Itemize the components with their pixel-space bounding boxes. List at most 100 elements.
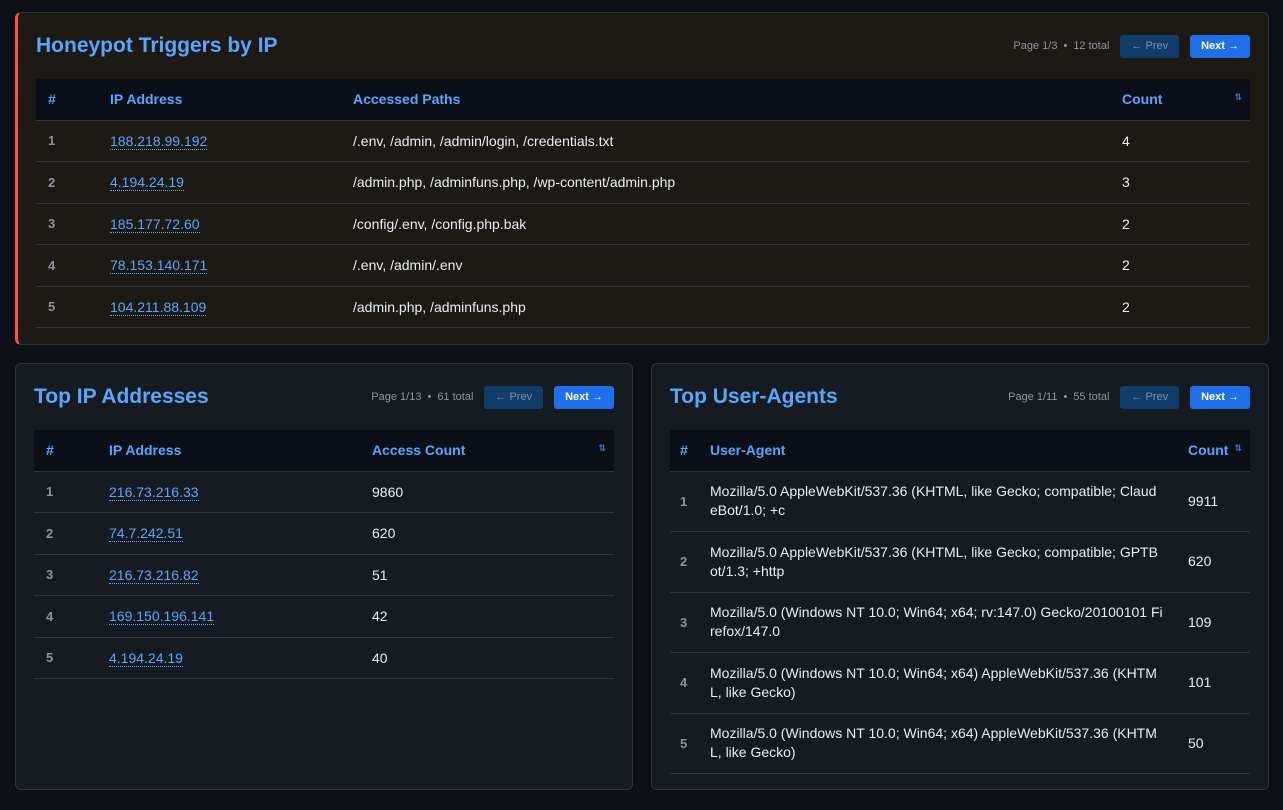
cell-count: 50 <box>1176 713 1250 774</box>
cell-rank: 1 <box>34 471 97 513</box>
col-count[interactable]: Count ⇅ <box>1110 79 1250 121</box>
col-paths[interactable]: Accessed Paths <box>341 79 1110 121</box>
cell-ip: 216.73.216.82 <box>97 554 360 596</box>
table-row: 2 Mozilla/5.0 AppleWebKit/537.36 (KHTML, … <box>670 531 1250 593</box>
ip-link[interactable]: 216.73.216.33 <box>109 483 199 501</box>
cell-ip: 185.177.72.60 <box>98 203 341 245</box>
table-row: 4 78.153.140.171 /.env, /admin/.env 2 <box>36 244 1250 287</box>
cell-count: 9860 <box>360 471 614 513</box>
next-button[interactable]: Next → <box>1190 385 1250 409</box>
top-user-agents-card: Top User-Agents Page 1/11 • 55 total ← Pre… <box>651 363 1269 790</box>
ip-link[interactable]: 74.7.242.51 <box>109 525 183 543</box>
table-row: 4 Mozilla/5.0 (Windows NT 10.0; Win64; x6… <box>670 652 1250 714</box>
page-indicator: Page 1/11 <box>1008 391 1058 403</box>
col-count[interactable]: Count ⇅ <box>1176 430 1250 472</box>
col-rank[interactable]: # <box>670 430 698 472</box>
cell-count: 109 <box>1176 592 1250 653</box>
cell-count: 2 <box>1110 203 1250 245</box>
cell-rank: 3 <box>36 203 98 245</box>
cell-rank: 5 <box>670 713 698 774</box>
cell-ip: 216.73.216.33 <box>97 471 360 513</box>
cell-paths: /.env, /admin/.env <box>341 244 1110 287</box>
cell-ip: 169.150.196.141 <box>97 595 360 638</box>
top-ips-card: Top IP Addresses Page 1/13 • 61 total ← Pr… <box>15 363 633 790</box>
table-row: 2 4.194.24.19/admin.php, /adminfuns.php, … <box>36 161 1250 204</box>
cell-paths: /admin.php, /adminfuns.php <box>341 286 1110 328</box>
card-title: Top IP Addresses <box>34 385 209 408</box>
col-ip[interactable]: IP Address <box>97 430 360 472</box>
cell-count: 101 <box>1176 652 1250 714</box>
page-indicator: Page 1/3 <box>1013 40 1058 52</box>
cell-paths: /.env, /admin, /admin/login, /credential… <box>341 120 1110 162</box>
cell-rank: 4 <box>670 652 698 714</box>
pagination: Page 1/13 • 61 total ← Prev Next → <box>371 385 614 409</box>
cell-ip: 4.194.24.19 <box>98 161 341 204</box>
prev-button[interactable]: ← Prev <box>1120 34 1180 58</box>
cell-count: 620 <box>1176 531 1250 593</box>
ip-link[interactable]: 104.211.88.109 <box>110 298 207 316</box>
cell-ip: 74.7.242.51 <box>97 512 360 555</box>
sort-icon[interactable]: ⇅ <box>1234 443 1242 453</box>
cell-rank: 4 <box>36 244 98 287</box>
pagination: Page 1/3 • 12 total ← Prev Next → <box>1013 34 1250 58</box>
next-button[interactable]: Next → <box>554 385 614 409</box>
cell-ip: 188.218.99.192 <box>98 120 341 162</box>
cell-count: 40 <box>360 637 614 679</box>
cell-ip: 78.153.140.171 <box>98 244 341 287</box>
col-count-label: Count <box>1122 91 1163 108</box>
honeypot-triggers-card: Honeypot Triggers by IP Page 1/3 • 12 tota… <box>15 12 1269 345</box>
col-count-label: Access Count <box>372 442 466 459</box>
cell-rank: 4 <box>34 595 97 638</box>
col-ip[interactable]: IP Address <box>98 79 341 121</box>
total-count: 61 total <box>437 391 474 403</box>
cell-paths: /admin.php, /adminfuns.php, /wp-content/… <box>341 161 1110 204</box>
cell-ua: Mozilla/5.0 AppleWebKit/537.36 (KHTML, l… <box>698 531 1176 593</box>
ip-link[interactable]: 188.218.99.192 <box>110 132 208 150</box>
table-row: 3 Mozilla/5.0 (Windows NT 10.0; Win64; x6… <box>670 592 1250 653</box>
sort-icon[interactable]: ⇅ <box>1234 92 1242 102</box>
ip-link[interactable]: 78.153.140.171 <box>110 257 208 275</box>
col-count-label: Count <box>1188 442 1229 459</box>
table-row: 5 4.194.24.19 40 <box>34 637 614 679</box>
cell-count: 2 <box>1110 244 1250 287</box>
cell-rank: 3 <box>670 592 698 653</box>
cell-ua: Mozilla/5.0 AppleWebKit/537.36 (KHTML, l… <box>698 471 1176 532</box>
col-user-agent[interactable]: User-Agent <box>698 430 1176 472</box>
cell-ua: Mozilla/5.0 (Windows NT 10.0; Win64; x64… <box>698 592 1176 653</box>
table-row: 1 Mozilla/5.0 AppleWebKit/537.36 (KHTML, … <box>670 471 1250 532</box>
col-count[interactable]: Access Count ⇅ <box>360 430 614 472</box>
ip-link[interactable]: 216.73.216.82 <box>109 566 199 584</box>
cell-count: 2 <box>1110 286 1250 328</box>
table-row: 1 188.218.99.192 /.env, /admin, /admin/log… <box>36 120 1250 162</box>
cell-rank: 2 <box>34 512 97 555</box>
col-rank[interactable]: # <box>36 79 98 121</box>
honeypot-table: # IP Address Accessed Paths Count ⇅ 1 188.… <box>36 79 1250 328</box>
prev-button[interactable]: ← Prev <box>1120 385 1180 409</box>
ip-link[interactable]: 4.194.24.19 <box>110 174 184 192</box>
cell-count: 3 <box>1110 161 1250 204</box>
cell-ua: Mozilla/5.0 (Windows NT 10.0; Win64; x64… <box>698 713 1176 774</box>
cell-rank: 1 <box>670 471 698 532</box>
ip-link[interactable]: 185.177.72.60 <box>110 215 200 233</box>
top-ips-table: # IP Address Access Count ⇅ 1 216.73.216.3… <box>34 430 614 679</box>
table-row: 2 74.7.242.51 620 <box>34 512 614 555</box>
col-rank[interactable]: # <box>34 430 97 472</box>
pagination: Page 1/11 • 55 total ← Prev Next → <box>1008 385 1250 409</box>
cell-count: 620 <box>360 512 614 555</box>
cell-rank: 5 <box>34 637 97 679</box>
prev-button[interactable]: ← Prev <box>484 385 544 409</box>
next-button[interactable]: Next → <box>1190 34 1250 58</box>
top-user-agents-table: # User-Agent Count ⇅ 1 Mozilla/5.0 AppleWe… <box>670 430 1250 774</box>
sort-icon[interactable]: ⇅ <box>598 443 606 453</box>
cell-rank: 1 <box>36 120 98 162</box>
cell-ip: 4.194.24.19 <box>97 637 360 679</box>
ip-link[interactable]: 169.150.196.141 <box>109 608 215 626</box>
table-row: 5 104.211.88.109/admin.php, /adminfuns.ph… <box>36 286 1250 328</box>
cell-ip: 104.211.88.109 <box>98 286 341 328</box>
card-title: Honeypot Triggers by IP <box>36 34 278 57</box>
total-count: 55 total <box>1073 391 1110 403</box>
ip-link[interactable]: 4.194.24.19 <box>109 649 183 667</box>
cell-paths: /config/.env, /config.php.bak <box>341 203 1110 245</box>
page-indicator: Page 1/13 <box>371 391 422 403</box>
table-row: 1 216.73.216.33 9860 <box>34 471 614 513</box>
